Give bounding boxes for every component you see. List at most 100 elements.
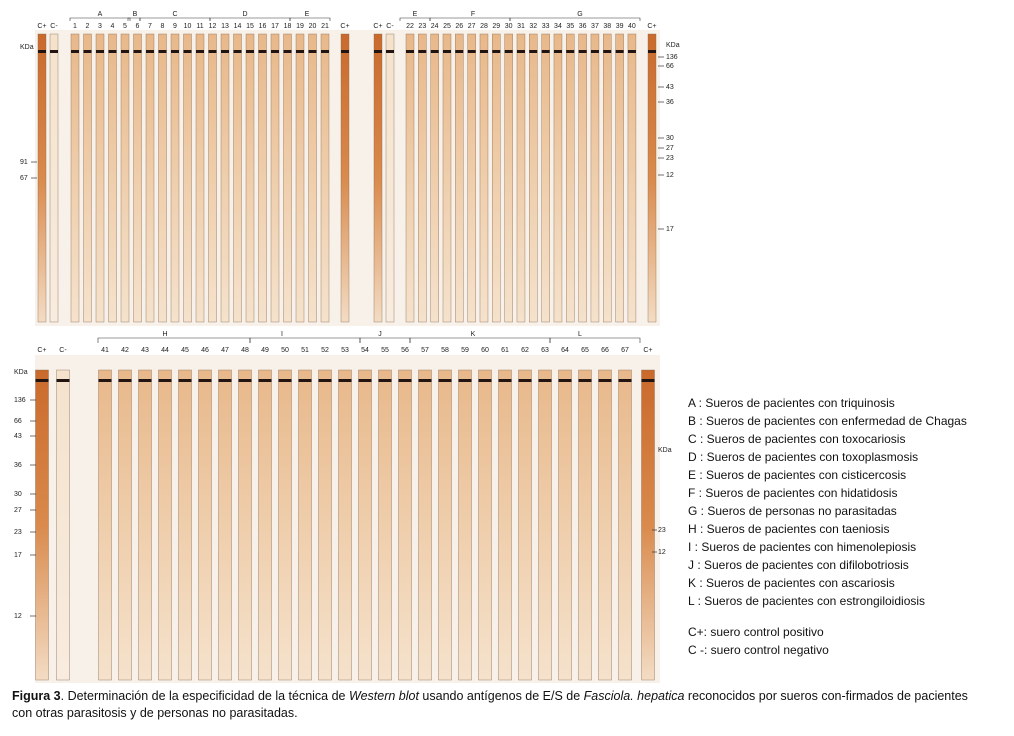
lane-label: 56 — [401, 347, 409, 354]
band — [578, 50, 587, 53]
band — [208, 50, 217, 53]
bracket — [399, 17, 431, 21]
lane-label: 66 — [601, 347, 609, 354]
strip — [430, 33, 439, 323]
lane-label: 11 — [196, 23, 203, 30]
lane-label: 2 — [86, 23, 90, 30]
group-label: F — [471, 11, 475, 18]
band — [198, 379, 212, 382]
band — [467, 50, 476, 53]
lane-label: 52 — [321, 347, 329, 354]
legend-item: G : Sueros de personas no parasitadas — [688, 504, 897, 518]
group-label: H — [162, 331, 167, 338]
lane-label: 15 — [246, 23, 254, 30]
lane-label: 31 — [517, 23, 525, 30]
lane-label: C+ — [373, 23, 382, 30]
band — [121, 50, 129, 53]
band — [298, 379, 312, 382]
band — [541, 50, 550, 53]
kda-marker: 12 — [666, 172, 674, 179]
caption-italic: Western blot — [349, 689, 419, 703]
lane-label: 13 — [221, 23, 229, 30]
legend-item: H : Sueros de pacientes con taeniosis — [688, 522, 890, 536]
lane-label: 49 — [261, 347, 269, 354]
band — [321, 50, 329, 53]
kda-marker: 36 — [666, 99, 674, 106]
group-label: J — [378, 331, 382, 338]
lane-label: 41 — [101, 347, 109, 354]
strip — [220, 33, 230, 323]
strip — [218, 369, 232, 681]
strip — [516, 33, 526, 323]
lane-label: 4 — [111, 23, 115, 30]
band — [618, 379, 632, 382]
strip — [178, 369, 192, 681]
band — [374, 50, 382, 53]
band — [258, 379, 272, 382]
band — [498, 379, 512, 382]
band — [378, 379, 392, 382]
band — [50, 50, 58, 53]
legend-item: F : Sueros de pacientes con hidatidosis — [688, 486, 898, 500]
caption: Figura 3. Determinación de la especifici… — [12, 688, 972, 722]
lane-label: 12 — [209, 23, 217, 30]
group-label: G — [577, 11, 582, 18]
band — [83, 50, 92, 53]
strip — [295, 33, 305, 323]
band — [479, 50, 488, 53]
lane-label: 47 — [221, 347, 229, 354]
strip — [83, 33, 92, 323]
bracket — [249, 337, 361, 343]
lane-label: 55 — [381, 347, 389, 354]
band — [158, 379, 172, 382]
band — [538, 379, 552, 382]
band — [38, 50, 46, 53]
strip — [479, 33, 489, 323]
strip — [590, 33, 600, 323]
band — [133, 50, 142, 53]
band — [648, 50, 656, 53]
kda-marker: 17 — [14, 552, 22, 559]
band — [296, 50, 304, 53]
legend-item: D : Sueros de pacientes con toxoplasmosi… — [688, 450, 919, 464]
lane-label: 24 — [431, 23, 439, 30]
strip — [98, 369, 112, 681]
kda-marker: 66 — [14, 418, 22, 425]
band — [138, 379, 152, 382]
lane-label: 59 — [461, 347, 469, 354]
band — [318, 379, 332, 382]
band — [278, 379, 292, 382]
group-label: I — [281, 331, 283, 338]
lane-label: 21 — [321, 23, 329, 30]
band — [418, 50, 427, 53]
strip — [37, 33, 47, 323]
lane-label: C- — [386, 23, 394, 30]
lane-label: 44 — [161, 347, 169, 354]
lane-label: 50 — [281, 347, 289, 354]
strip — [467, 33, 476, 323]
strip — [208, 33, 217, 323]
strip — [278, 369, 292, 681]
group-label: E — [305, 11, 310, 18]
kda-marker: 17 — [666, 226, 674, 233]
bracket — [69, 17, 131, 21]
strip — [233, 33, 242, 323]
lane-label: 42 — [121, 347, 129, 354]
band — [406, 50, 414, 53]
kda-marker: KDa — [666, 42, 680, 49]
strip — [338, 369, 352, 681]
kda-marker: 43 — [14, 433, 22, 440]
strip — [373, 33, 383, 323]
bracket — [209, 17, 291, 21]
strip — [618, 369, 632, 681]
strip — [120, 33, 130, 323]
lane-label: 64 — [561, 347, 569, 354]
lane-label: 45 — [181, 347, 189, 354]
strip — [320, 33, 330, 323]
strip — [418, 369, 432, 681]
strip — [418, 33, 427, 323]
band — [458, 379, 472, 382]
kda-marker: 30 — [14, 491, 22, 498]
band — [418, 379, 432, 382]
control-note: C+: suero control positivo — [688, 625, 824, 639]
